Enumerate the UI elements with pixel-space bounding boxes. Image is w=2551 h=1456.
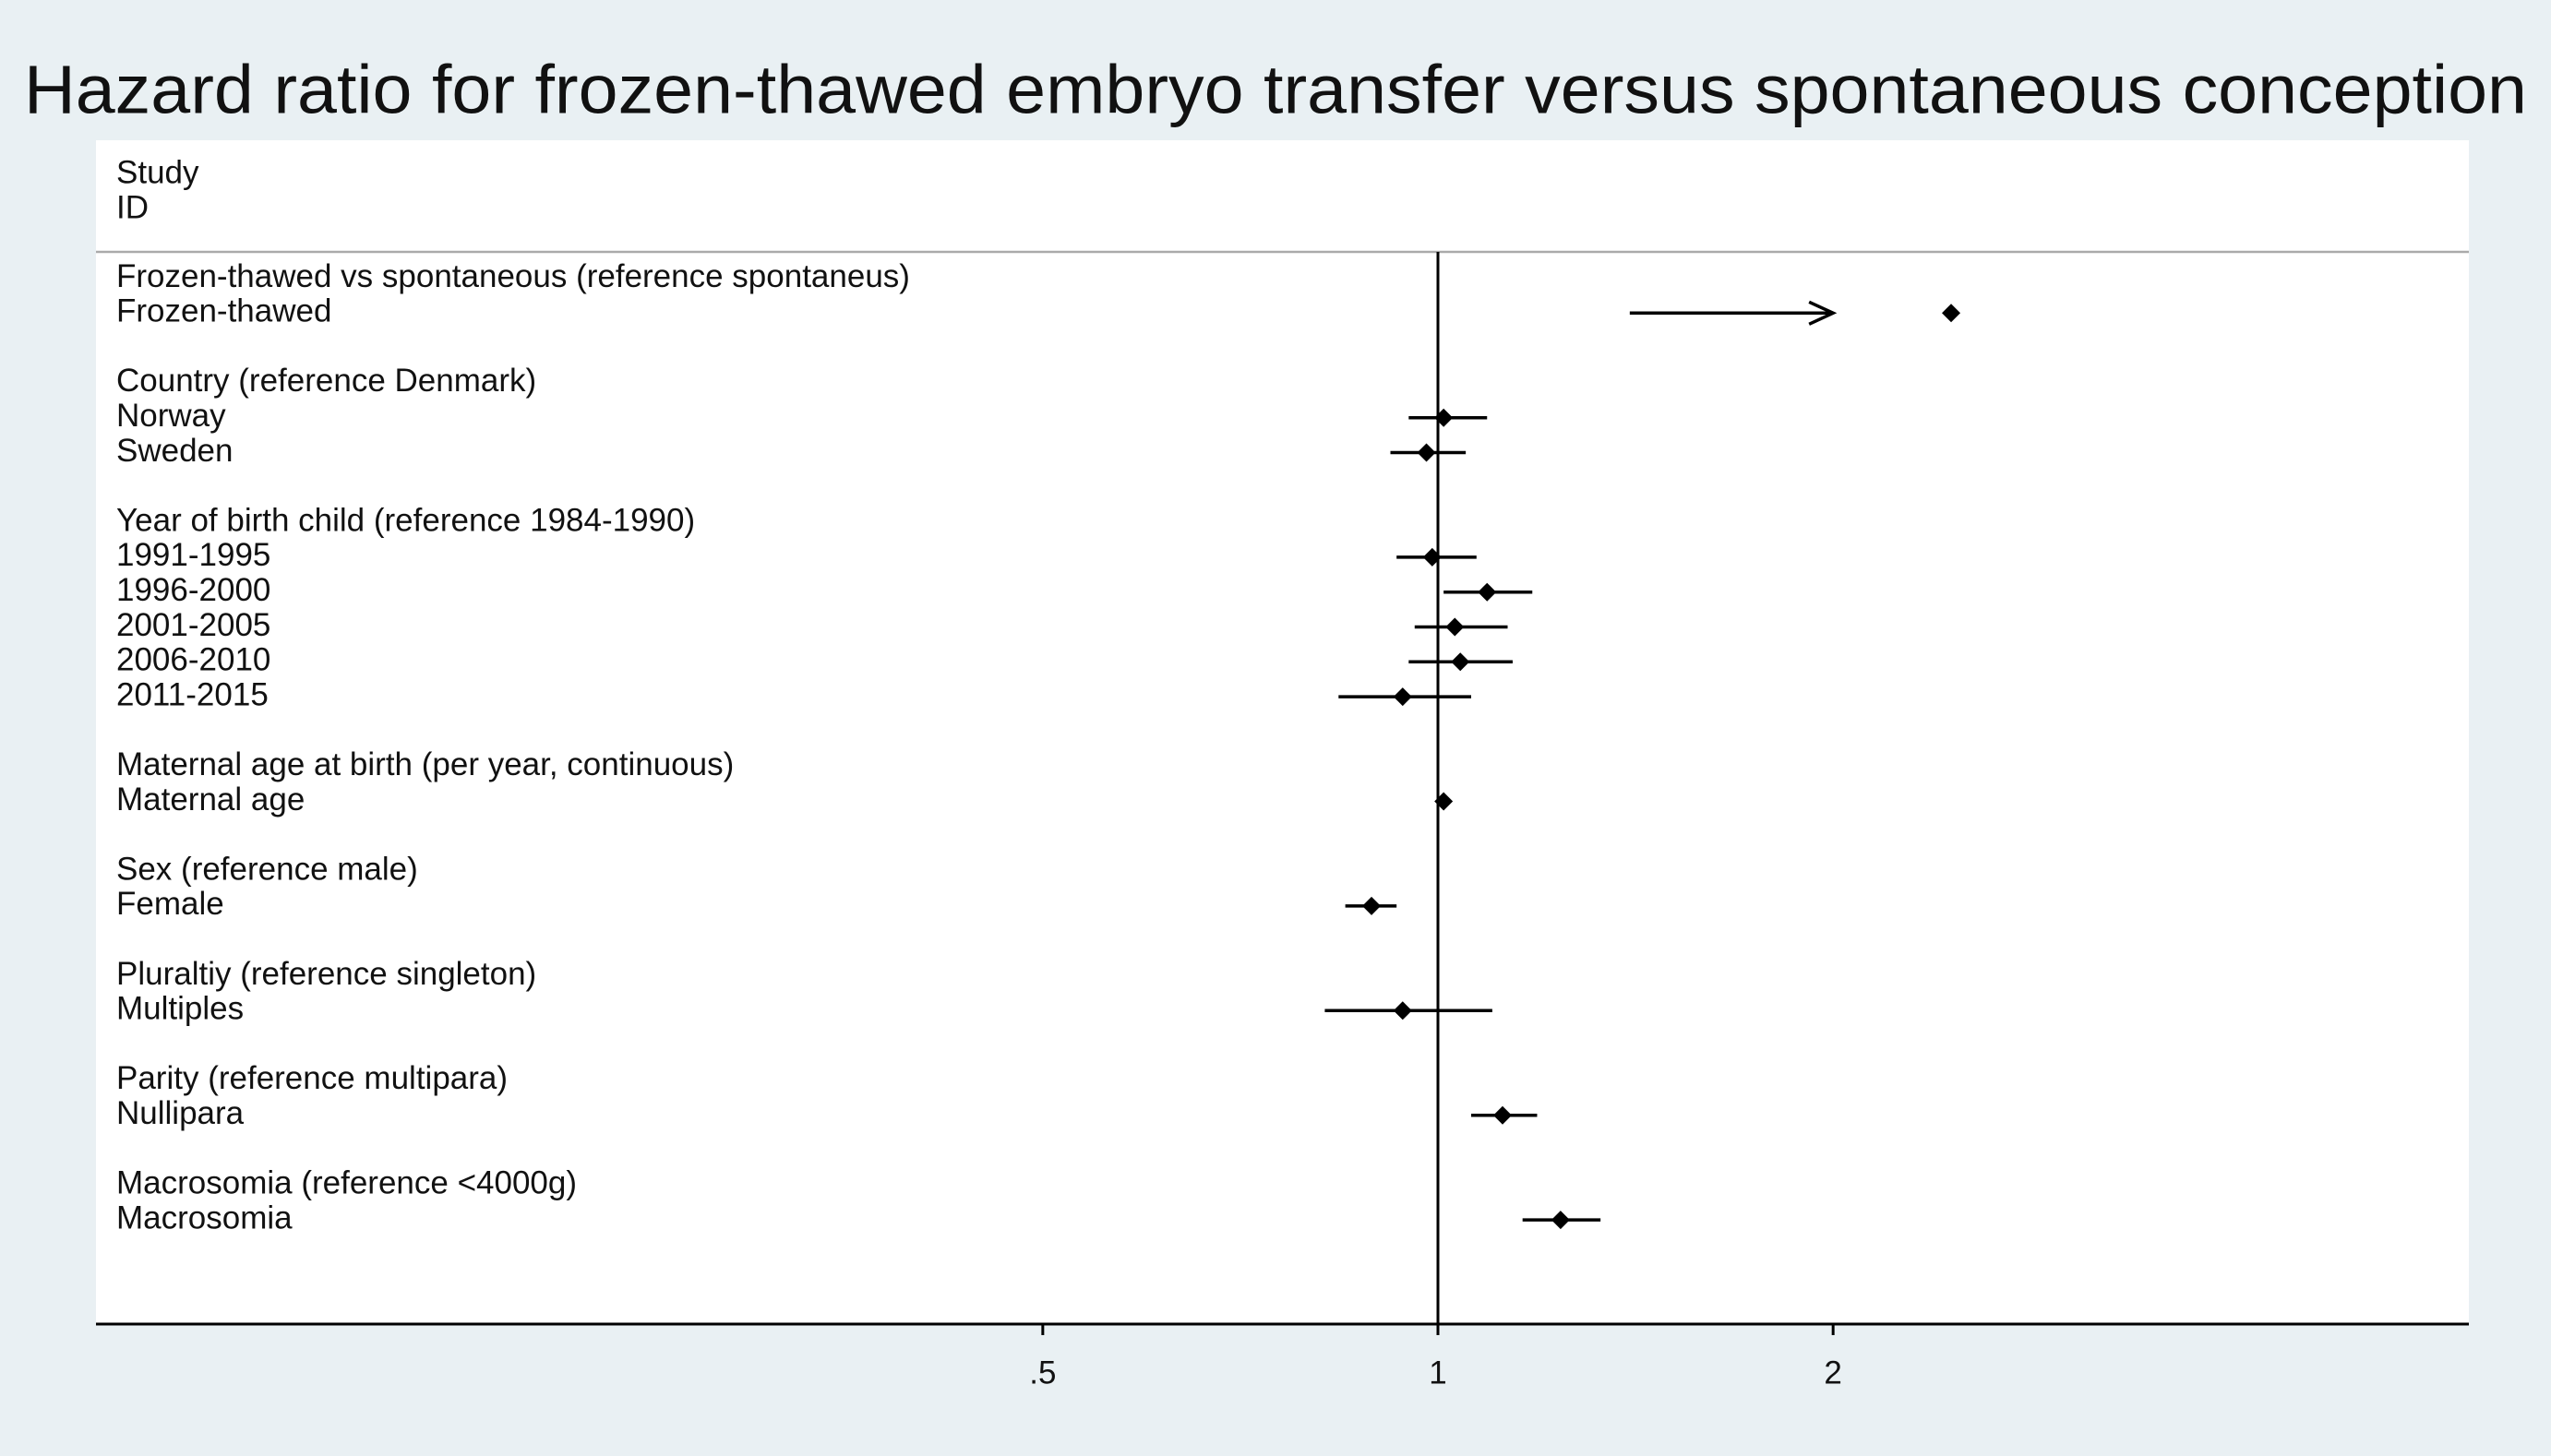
row-label: 1996-2000: [116, 572, 270, 608]
row-label: 1991-1995: [116, 537, 270, 573]
x-tick-label: .5: [1029, 1355, 1056, 1390]
row-label: Norway: [116, 398, 226, 434]
chart-title: Hazard ratio for frozen-thawed embryo tr…: [24, 52, 2527, 128]
row-label: Maternal age: [116, 782, 305, 818]
point-estimate: [1417, 443, 1436, 462]
point-estimate: [1422, 547, 1442, 567]
row-header: Study: [116, 154, 199, 190]
row-label: Multiples: [116, 991, 244, 1027]
x-tick-label: 2: [1824, 1355, 1841, 1390]
point-estimate: [1362, 896, 1382, 915]
plot-area: [96, 140, 2469, 1324]
row-label: Macrosomia: [116, 1199, 293, 1235]
row-label: Country (reference Denmark): [116, 363, 536, 399]
row-label: Sex (reference male): [116, 851, 418, 887]
row-label: 2001-2005: [116, 607, 270, 643]
row-label: Parity (reference multipara): [116, 1060, 508, 1096]
point-estimate: [1478, 582, 1497, 602]
row-header: ID: [116, 189, 149, 225]
x-tick-label: 1: [1429, 1355, 1446, 1390]
point-estimate: [1451, 652, 1470, 672]
point-estimate: [1445, 617, 1465, 637]
row-label: Pluraltiy (reference singleton): [116, 956, 536, 992]
row-label: Maternal age at birth (per year, continu…: [116, 746, 734, 782]
row-label: Sweden: [116, 433, 233, 469]
point-estimate: [1493, 1105, 1513, 1125]
row-label: Macrosomia (reference <4000g): [116, 1165, 577, 1201]
row-label: Female: [116, 886, 224, 922]
point-estimate: [1434, 792, 1454, 811]
ci-arrow: [1808, 300, 1838, 326]
point-estimate: [1434, 408, 1454, 427]
point-estimate: [1393, 687, 1412, 707]
point-estimate: [1551, 1211, 1570, 1230]
row-label: 2006-2010: [116, 642, 270, 678]
point-estimate: [1942, 304, 1961, 323]
row-label: 2011-2015: [116, 676, 269, 712]
point-estimate: [1393, 1001, 1412, 1020]
row-label: Frozen-thawed vs spontaneous (reference …: [116, 258, 910, 294]
row-label: Frozen-thawed: [116, 293, 331, 329]
row-label: Year of birth child (reference 1984-1990…: [116, 502, 695, 538]
row-label: Nullipara: [116, 1095, 245, 1131]
